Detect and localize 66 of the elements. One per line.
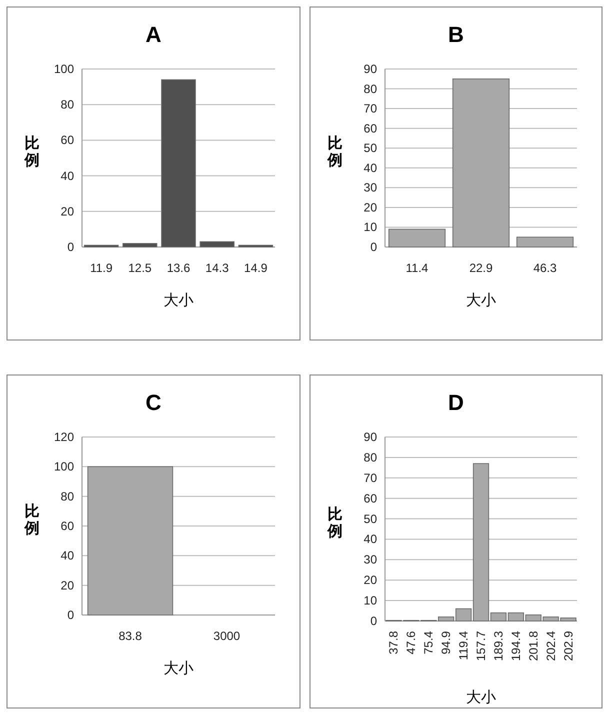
y-tick-label: 90 [364,62,378,76]
x-tick-label: 37.8 [386,630,401,654]
y-axis-title: 比例 [24,503,40,537]
x-tick-label: 94.9 [439,630,454,654]
y-tick-label: 30 [364,552,378,567]
y-tick-label: 70 [364,102,378,116]
y-tick-label: 80 [60,98,74,112]
y-tick-label: 20 [60,578,74,592]
x-tick-label: 46.3 [533,261,557,275]
y-tick-label: 0 [67,608,74,622]
x-tick-label: 22.9 [469,261,493,275]
y-tick-label: 60 [364,121,378,136]
x-tick-label: 201.8 [526,630,540,662]
x-axis-title: 大小 [466,689,496,706]
chart-title: A [146,22,162,47]
x-axis-title: 大小 [164,292,194,309]
y-tick-label: 40 [60,548,74,563]
y-tick-label: 40 [60,168,74,183]
y-tick-label: 120 [54,430,74,444]
y-tick-label: 10 [364,594,378,608]
chart-title: B [448,22,464,47]
y-tick-label: 80 [364,450,378,464]
x-tick-label: 194.4 [508,630,523,662]
y-tick-label: 50 [364,512,378,526]
y-axis-title: 比例 [24,135,40,169]
x-tick-label: 189.3 [491,630,506,662]
chart-title: C [146,390,162,415]
y-tick-label: 0 [67,240,74,254]
x-tick-label: 75.4 [422,630,436,654]
y-tick-label: 80 [364,82,378,96]
x-tick-label: 12.5 [128,261,152,275]
y-tick-label: 100 [54,62,74,76]
y-tick-label: 0 [370,614,378,628]
y-tick-label: 80 [60,489,74,504]
y-tick-label: 20 [364,200,378,214]
y-tick-label: 40 [364,532,378,546]
x-tick-label: 14.9 [244,261,268,275]
x-tick-label: 11.9 [90,261,113,275]
y-tick-label: 100 [54,460,74,474]
y-tick-label: 20 [60,204,74,218]
x-tick-label: 202.4 [544,630,558,662]
y-tick-label: 30 [364,180,378,195]
y-tick-label: 40 [364,160,378,175]
x-axis-title: 大小 [164,660,194,677]
y-tick-label: 60 [364,491,378,506]
x-tick-label: 11.4 [406,261,429,275]
x-tick-label: 119.4 [456,630,471,660]
x-tick-label: 13.6 [166,261,190,275]
y-tick-label: 60 [60,133,74,148]
y-axis-title: 比例 [326,135,342,169]
y-tick-label: 60 [60,519,74,533]
y-tick-label: 70 [364,470,378,485]
y-tick-label: 0 [370,240,378,254]
x-tick-label: 83.8 [118,629,142,643]
chart-title: D [448,390,464,415]
x-tick-label: 202.9 [561,630,576,662]
y-tick-label: 90 [364,430,378,444]
x-tick-label: 47.6 [404,630,418,654]
x-axis-title: 大小 [466,292,496,309]
x-tick-label: 14.3 [205,261,230,275]
x-tick-label: 3000 [213,629,240,643]
y-axis-title: 比例 [326,506,342,540]
x-tick-label: 157.7 [474,630,488,662]
y-tick-label: 10 [364,220,378,234]
y-tick-label: 20 [364,573,378,588]
y-tick-label: 50 [364,141,378,156]
